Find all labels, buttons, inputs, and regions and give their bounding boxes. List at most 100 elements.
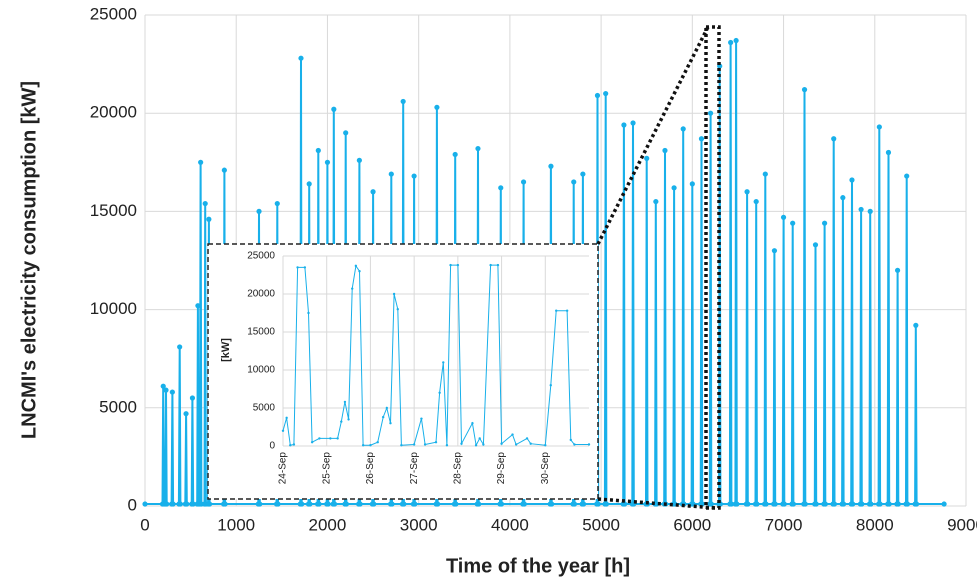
- y-tick-label: 20000: [90, 103, 137, 122]
- data-point: [434, 104, 440, 110]
- data-point: [400, 444, 403, 447]
- data-point: [913, 501, 920, 507]
- data-point: [370, 189, 376, 195]
- data-point: [904, 173, 910, 179]
- data-point: [555, 309, 558, 312]
- data-point: [801, 87, 808, 93]
- data-point: [184, 501, 190, 507]
- y-tick-label: 25000: [90, 4, 137, 23]
- data-point: [412, 443, 416, 446]
- data-point: [298, 55, 304, 61]
- data-point: [544, 444, 547, 447]
- data-point: [790, 501, 797, 507]
- data-point: [689, 181, 695, 187]
- data-point: [885, 149, 892, 156]
- data-point: [324, 159, 331, 165]
- data-point: [336, 437, 339, 440]
- x-tick-label: 6000: [673, 515, 711, 534]
- data-point: [400, 98, 406, 105]
- data-point: [822, 220, 828, 226]
- data-line: [282, 264, 589, 447]
- data-point: [489, 263, 492, 267]
- data-point: [895, 501, 901, 507]
- data-point: [456, 263, 460, 267]
- x-tick-label: 26-Sep: [365, 452, 376, 485]
- inset-y-label: [kW]: [220, 338, 232, 362]
- x-tick-label: 2000: [309, 515, 347, 534]
- data-point: [331, 106, 337, 112]
- data-point: [772, 501, 778, 507]
- data-point: [653, 501, 660, 507]
- data-point: [781, 501, 787, 507]
- data-point: [307, 311, 310, 315]
- data-point: [850, 501, 856, 507]
- data-point: [707, 110, 714, 116]
- data-point: [316, 501, 322, 507]
- data-point: [941, 501, 947, 507]
- data-point: [347, 418, 350, 421]
- data-point: [343, 400, 347, 404]
- data-point: [222, 501, 228, 507]
- data-point: [358, 270, 361, 273]
- data-point: [329, 437, 332, 440]
- data-point: [289, 444, 292, 447]
- data-point: [460, 442, 463, 445]
- data-point: [142, 501, 148, 507]
- x-tick-label: 5000: [582, 515, 620, 534]
- y-tick-label: 0: [269, 441, 275, 452]
- data-point: [376, 441, 379, 444]
- main-plot: 0 5000 10000 15000 20000 25000 0 1000 2000 3000 40…: [90, 4, 977, 534]
- data-point: [734, 501, 740, 507]
- data-point: [275, 501, 281, 507]
- data-point: [580, 501, 587, 507]
- data-point: [521, 501, 527, 507]
- x-tick-label: 30-Sep: [540, 452, 551, 485]
- data-point: [221, 167, 227, 173]
- data-point: [389, 501, 395, 507]
- data-point: [662, 147, 668, 154]
- data-point: [571, 501, 578, 507]
- data-point: [453, 501, 459, 507]
- x-tick-label: 24-Sep: [278, 452, 289, 485]
- data-point: [644, 155, 650, 161]
- data-point: [169, 389, 175, 395]
- data-point: [389, 422, 392, 425]
- x-tick-label: 28-Sep: [452, 452, 463, 485]
- y-tick-label: 5000: [99, 397, 137, 416]
- data-point: [423, 443, 427, 446]
- data-point: [170, 501, 176, 507]
- data-point: [876, 124, 882, 130]
- data-point: [343, 130, 349, 136]
- data-point: [698, 136, 705, 142]
- data-point: [868, 501, 874, 507]
- data-point: [653, 198, 659, 205]
- data-point: [206, 501, 213, 507]
- data-point: [580, 171, 586, 177]
- y-tick-label: 10000: [90, 299, 137, 318]
- data-point: [813, 501, 819, 507]
- data-point: [753, 198, 759, 205]
- data-point: [435, 501, 441, 507]
- data-point: [680, 126, 686, 132]
- data-point: [622, 501, 628, 507]
- data-point: [356, 157, 362, 163]
- data-point: [354, 264, 358, 268]
- data-point: [281, 429, 285, 432]
- data-point: [482, 443, 485, 446]
- data-point: [274, 200, 280, 207]
- data-point: [411, 173, 417, 179]
- data-point: [445, 444, 449, 447]
- x-tick-label: 29-Sep: [496, 452, 507, 485]
- data-point: [310, 441, 314, 444]
- data-point: [496, 263, 500, 267]
- data-point: [195, 303, 201, 309]
- data-point: [351, 287, 354, 290]
- data-point: [198, 159, 204, 165]
- data-point: [571, 179, 577, 185]
- data-point: [500, 442, 503, 445]
- x-tick-label: 4000: [491, 515, 529, 534]
- x-tick-label: 8000: [856, 515, 894, 534]
- data-point: [812, 242, 819, 248]
- data-point: [340, 420, 343, 423]
- data-point: [708, 501, 714, 507]
